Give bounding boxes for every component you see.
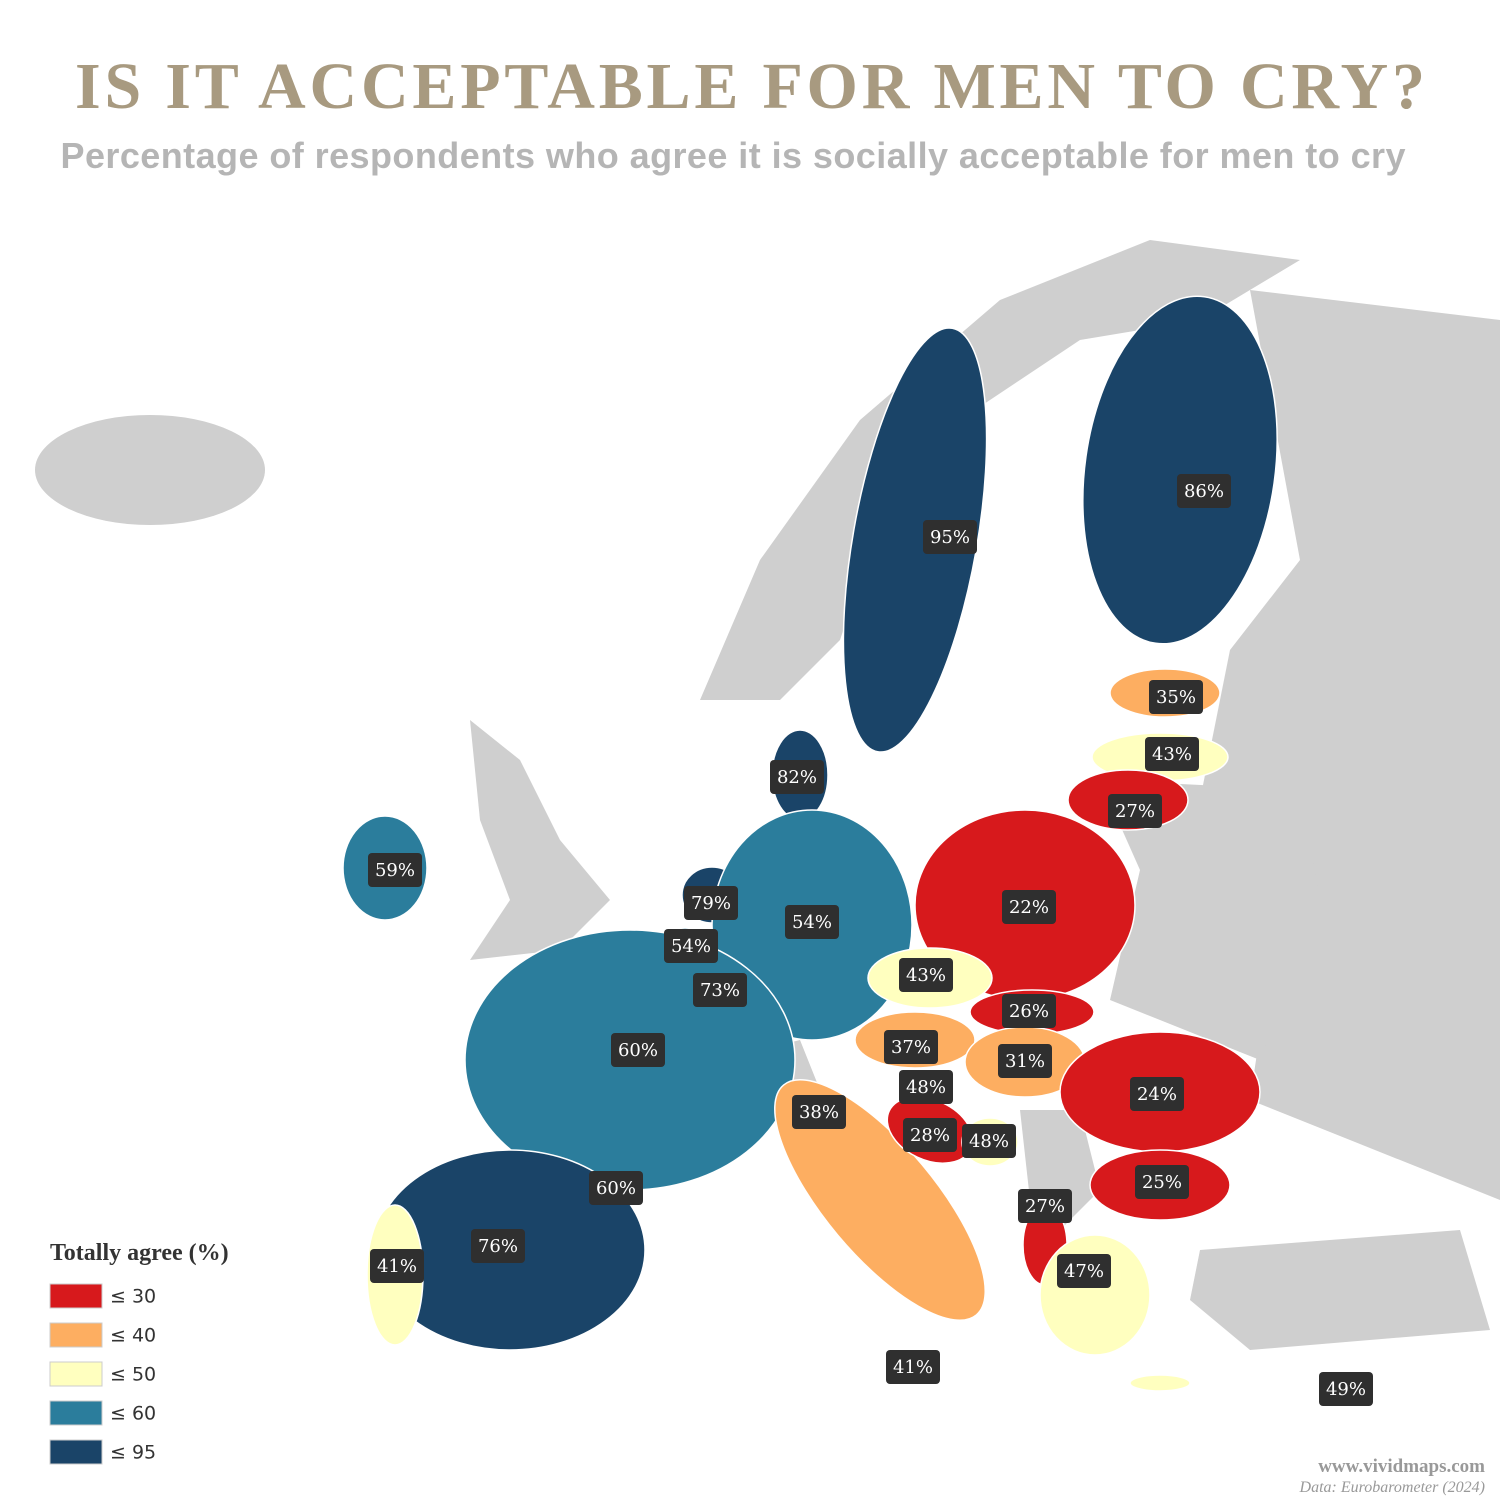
value-label: 76% — [478, 1236, 518, 1257]
legend-label: ≤ 95 — [110, 1442, 156, 1464]
value-label: 60% — [596, 1178, 636, 1199]
value-label: 37% — [891, 1037, 931, 1058]
value-label: 59% — [375, 860, 415, 881]
legend-label: ≤ 40 — [110, 1325, 156, 1347]
land — [470, 720, 610, 960]
value-label: 95% — [930, 527, 970, 548]
label-badge — [1177, 474, 1231, 508]
label-badge — [998, 1044, 1052, 1078]
legend-label: ≤ 50 — [110, 1364, 156, 1386]
label-badge — [370, 1249, 424, 1283]
label-badge — [693, 973, 747, 1007]
value-label: 22% — [1009, 897, 1049, 918]
value-label: 24% — [1137, 1084, 1177, 1105]
label-badge — [1135, 1165, 1189, 1199]
legend-label: ≤ 30 — [110, 1286, 156, 1308]
label-badge — [1130, 1077, 1184, 1111]
value-label: 82% — [777, 767, 817, 788]
subtitle: Percentage of respondents who agree it i… — [61, 135, 1406, 176]
value-label: 48% — [969, 1131, 1009, 1152]
label-badge — [1002, 994, 1056, 1028]
label-badge — [1149, 680, 1203, 714]
label-badge — [1002, 890, 1056, 924]
land — [35, 415, 265, 525]
label-badge — [611, 1033, 665, 1067]
label-badge — [962, 1124, 1016, 1158]
labels: 95% 86% 35% 43% 27% 82% 59% 79% 54% 73% 54% 22% 43% 2… — [368, 474, 1373, 1406]
label-badge — [1018, 1189, 1072, 1223]
label-badge — [884, 1030, 938, 1064]
site: www.vividmaps.com — [1318, 1456, 1485, 1477]
legend-swatch — [49, 1283, 103, 1309]
value-label: 49% — [1326, 1379, 1366, 1400]
source: Data: Eurobarometer (2024) — [1299, 1479, 1485, 1496]
value-label: 27% — [1025, 1196, 1065, 1217]
value-label: 27% — [1115, 801, 1155, 822]
label-badge — [792, 1095, 846, 1129]
label-badge — [886, 1350, 940, 1384]
label-badge — [368, 853, 422, 887]
label-badge — [471, 1229, 525, 1263]
value-label: 43% — [906, 965, 946, 986]
region — [1082, 295, 1278, 645]
label-badge — [664, 929, 718, 963]
title: IS IT ACCEPTABLE FOR MEN TO CRY? — [75, 50, 1425, 123]
value-label: 35% — [1156, 687, 1196, 708]
value-label: 79% — [691, 893, 731, 914]
value-label: 41% — [893, 1357, 933, 1378]
legend: Totally agree (%) ≤ 30 ≤ 40 ≤ 50 ≤ 60 ≤ 95 — [49, 1240, 229, 1465]
label-badge — [1145, 737, 1199, 771]
legend-swatch — [49, 1400, 103, 1426]
value-label: 38% — [799, 1102, 839, 1123]
land — [1190, 1230, 1490, 1350]
label-badge — [770, 760, 824, 794]
label-badge — [903, 1118, 957, 1152]
label-badge — [684, 886, 738, 920]
label-badge — [589, 1171, 643, 1205]
region — [1129, 1374, 1191, 1392]
value-label: 28% — [910, 1125, 950, 1146]
legend-swatch — [49, 1361, 103, 1387]
label-badge — [1057, 1254, 1111, 1288]
value-label: 26% — [1009, 1001, 1049, 1022]
background-land — [35, 240, 1500, 1350]
value-label: 86% — [1184, 481, 1224, 502]
regions — [342, 295, 1278, 1392]
label-badge — [1319, 1372, 1373, 1406]
legend-swatch — [49, 1439, 103, 1465]
legend-title: Totally agree (%) — [50, 1240, 229, 1266]
land — [1100, 780, 1320, 1060]
value-label: 31% — [1005, 1051, 1045, 1072]
value-label: 54% — [671, 936, 711, 957]
label-badge — [899, 1070, 953, 1104]
label-badge — [899, 958, 953, 992]
value-label: 60% — [618, 1040, 658, 1061]
value-label: 41% — [377, 1256, 417, 1277]
value-label: 54% — [792, 912, 832, 933]
value-label: 25% — [1142, 1172, 1182, 1193]
label-badge — [785, 905, 839, 939]
label-badge — [923, 520, 977, 554]
value-label: 43% — [1152, 744, 1192, 765]
region — [774, 1079, 986, 1321]
region — [1039, 1234, 1151, 1356]
legend-swatch — [49, 1322, 103, 1348]
value-label: 73% — [700, 980, 740, 1001]
legend-label: ≤ 60 — [110, 1403, 156, 1425]
value-label: 47% — [1064, 1261, 1104, 1282]
value-label: 48% — [906, 1077, 946, 1098]
label-badge — [1108, 794, 1162, 828]
